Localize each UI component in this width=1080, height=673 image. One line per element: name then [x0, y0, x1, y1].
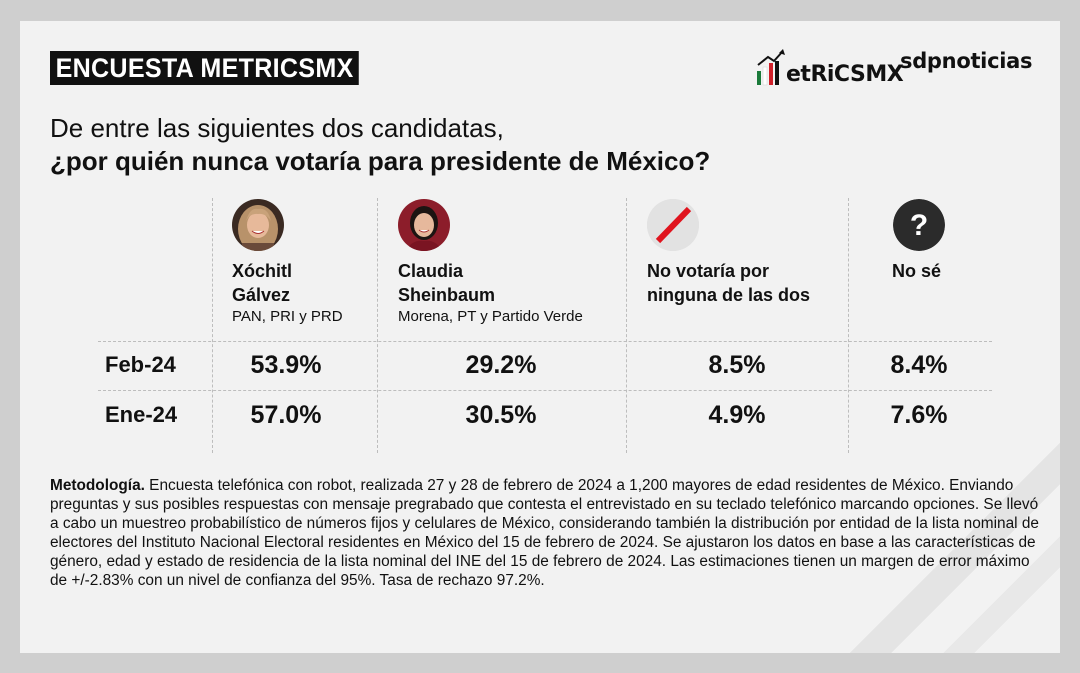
question-line-2: ¿por quién nunca votaría para presidente… [50, 146, 711, 176]
value-cell: 8.4% [890, 351, 948, 379]
methodology-note: Metodología. Encuesta telefónica con rob… [50, 476, 1040, 590]
question-line-1: De entre las siguientes dos candidatas, [50, 113, 504, 143]
candidate-name: Xóchitl [232, 261, 293, 281]
value-cell: 53.9% [250, 351, 322, 379]
svg-text:?: ? [910, 209, 928, 242]
candidate-name: Gálvez [232, 285, 291, 305]
row-divider [98, 390, 992, 391]
column-divider [626, 198, 627, 453]
poll-card: ENCUESTA METRICSMX etRiCSMX sdpnoticias … [20, 21, 1060, 653]
candidate-party: Morena, PT y Partido Verde [398, 308, 583, 325]
methodology-label: Metodología. [50, 477, 145, 494]
methodology-text: Encuesta telefónica con robot, realizada… [50, 477, 1039, 589]
column-divider [848, 198, 849, 453]
sdpnoticias-logo: sdpnoticias [900, 49, 1033, 73]
value-cell: 4.9% [708, 401, 766, 429]
candidate-party: PAN, PRI y PRD [232, 308, 343, 325]
row-divider [98, 341, 992, 342]
metricsmx-logo-mark [757, 49, 785, 86]
value-cell: 8.5% [708, 351, 766, 379]
candidate-name: Claudia [398, 261, 464, 281]
value-cell: 57.0% [250, 401, 322, 429]
column-divider [377, 198, 378, 453]
row-label-feb-24: Feb-24 [105, 352, 176, 377]
value-cell: 7.6% [890, 401, 948, 429]
column-divider [212, 198, 213, 453]
claudia-sheinbaum-avatar [398, 199, 450, 251]
metricsmx-logo-text: etRiCSMX [786, 62, 904, 87]
option-label: No sé [892, 261, 942, 281]
metricsmx-logo: etRiCSMX [756, 47, 904, 87]
background-decoration [830, 423, 1060, 653]
candidate-name: Sheinbaum [398, 285, 496, 305]
question-mark-icon: ? [893, 199, 945, 251]
no-vote-icon [647, 199, 699, 251]
row-label-ene-24: Ene-24 [105, 402, 178, 427]
value-cell: 29.2% [465, 351, 537, 379]
option-label: ninguna de las dos [647, 285, 811, 305]
poll-tag: ENCUESTA METRICSMX [50, 51, 360, 85]
value-cell: 30.5% [465, 401, 537, 429]
option-label: No votaría por [647, 261, 770, 281]
xochitl-galvez-avatar [232, 199, 284, 251]
